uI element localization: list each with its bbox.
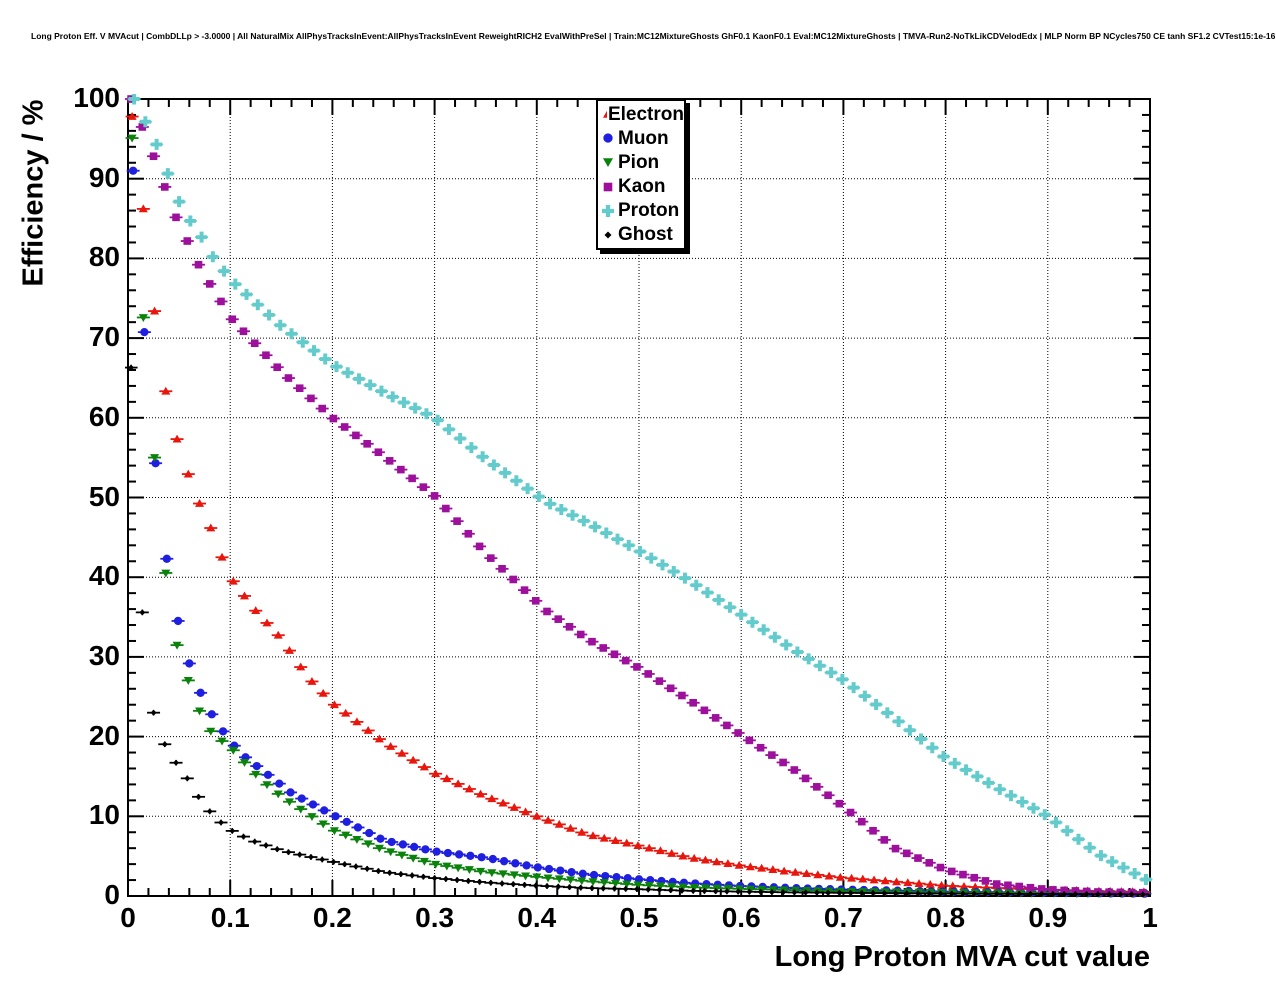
y-tick-label: 90: [88, 161, 120, 193]
y-tick-label: 10: [88, 799, 120, 831]
y-tick-label: 20: [88, 719, 120, 751]
legend-label: Pion: [618, 151, 660, 173]
ghost-marker-icon: [604, 231, 612, 239]
x-tick-label: 0.1: [210, 902, 250, 933]
x-tick-label: 0.9: [1028, 902, 1068, 933]
y-tick-label: 40: [88, 560, 120, 592]
y-tick-label: 100: [73, 82, 120, 113]
x-tick-label: 0.4: [517, 902, 557, 933]
legend-label: Ghost: [618, 224, 673, 246]
legend-label: Electron: [607, 103, 684, 125]
y-tick-label: 80: [88, 241, 120, 273]
x-tick-label: 0.6: [721, 902, 761, 933]
legend-label: Kaon: [618, 176, 666, 198]
plot-title: Long Proton Eff. V MVAcut | CombDLLp > -…: [31, 31, 1276, 41]
x-axis-title: Long Proton MVA cut value: [774, 941, 1150, 973]
y-tick-label: 60: [88, 400, 120, 432]
y-tick-label: 30: [88, 639, 120, 671]
pion-marker-icon: [603, 158, 613, 168]
y-tick-label: 70: [88, 321, 120, 353]
x-tick-label: 0: [120, 902, 136, 933]
x-tick-label: 0.7: [823, 902, 863, 933]
legend-label: Proton: [618, 200, 680, 222]
proton-marker-icon: [602, 204, 614, 217]
legend-item-pion: Pion: [599, 150, 684, 174]
legend-label: Muon: [618, 127, 669, 149]
kaon-marker-icon: [603, 182, 613, 191]
x-tick-label: 0.5: [619, 902, 659, 933]
muon-marker-icon: [603, 133, 613, 143]
electron-marker-icon: [603, 110, 607, 118]
x-tick-label: 0.3: [415, 902, 455, 933]
y-axis-title: Efficiency / %: [17, 99, 50, 287]
x-tick-label: 0.8: [926, 902, 966, 933]
x-tick-label: 0.2: [312, 902, 352, 933]
legend-item-kaon: Kaon: [599, 175, 684, 199]
legend: Electron Muon Pion Kaon Proton Ghost: [596, 99, 686, 250]
y-tick-label: 50: [88, 480, 120, 512]
x-tick-label: 1: [1142, 902, 1158, 933]
legend-item-proton: Proton: [599, 199, 684, 223]
legend-item-electron: Electron: [599, 102, 684, 126]
y-tick-label: 0: [104, 879, 120, 910]
legend-item-ghost: Ghost: [599, 223, 684, 247]
legend-item-muon: Muon: [599, 126, 684, 150]
